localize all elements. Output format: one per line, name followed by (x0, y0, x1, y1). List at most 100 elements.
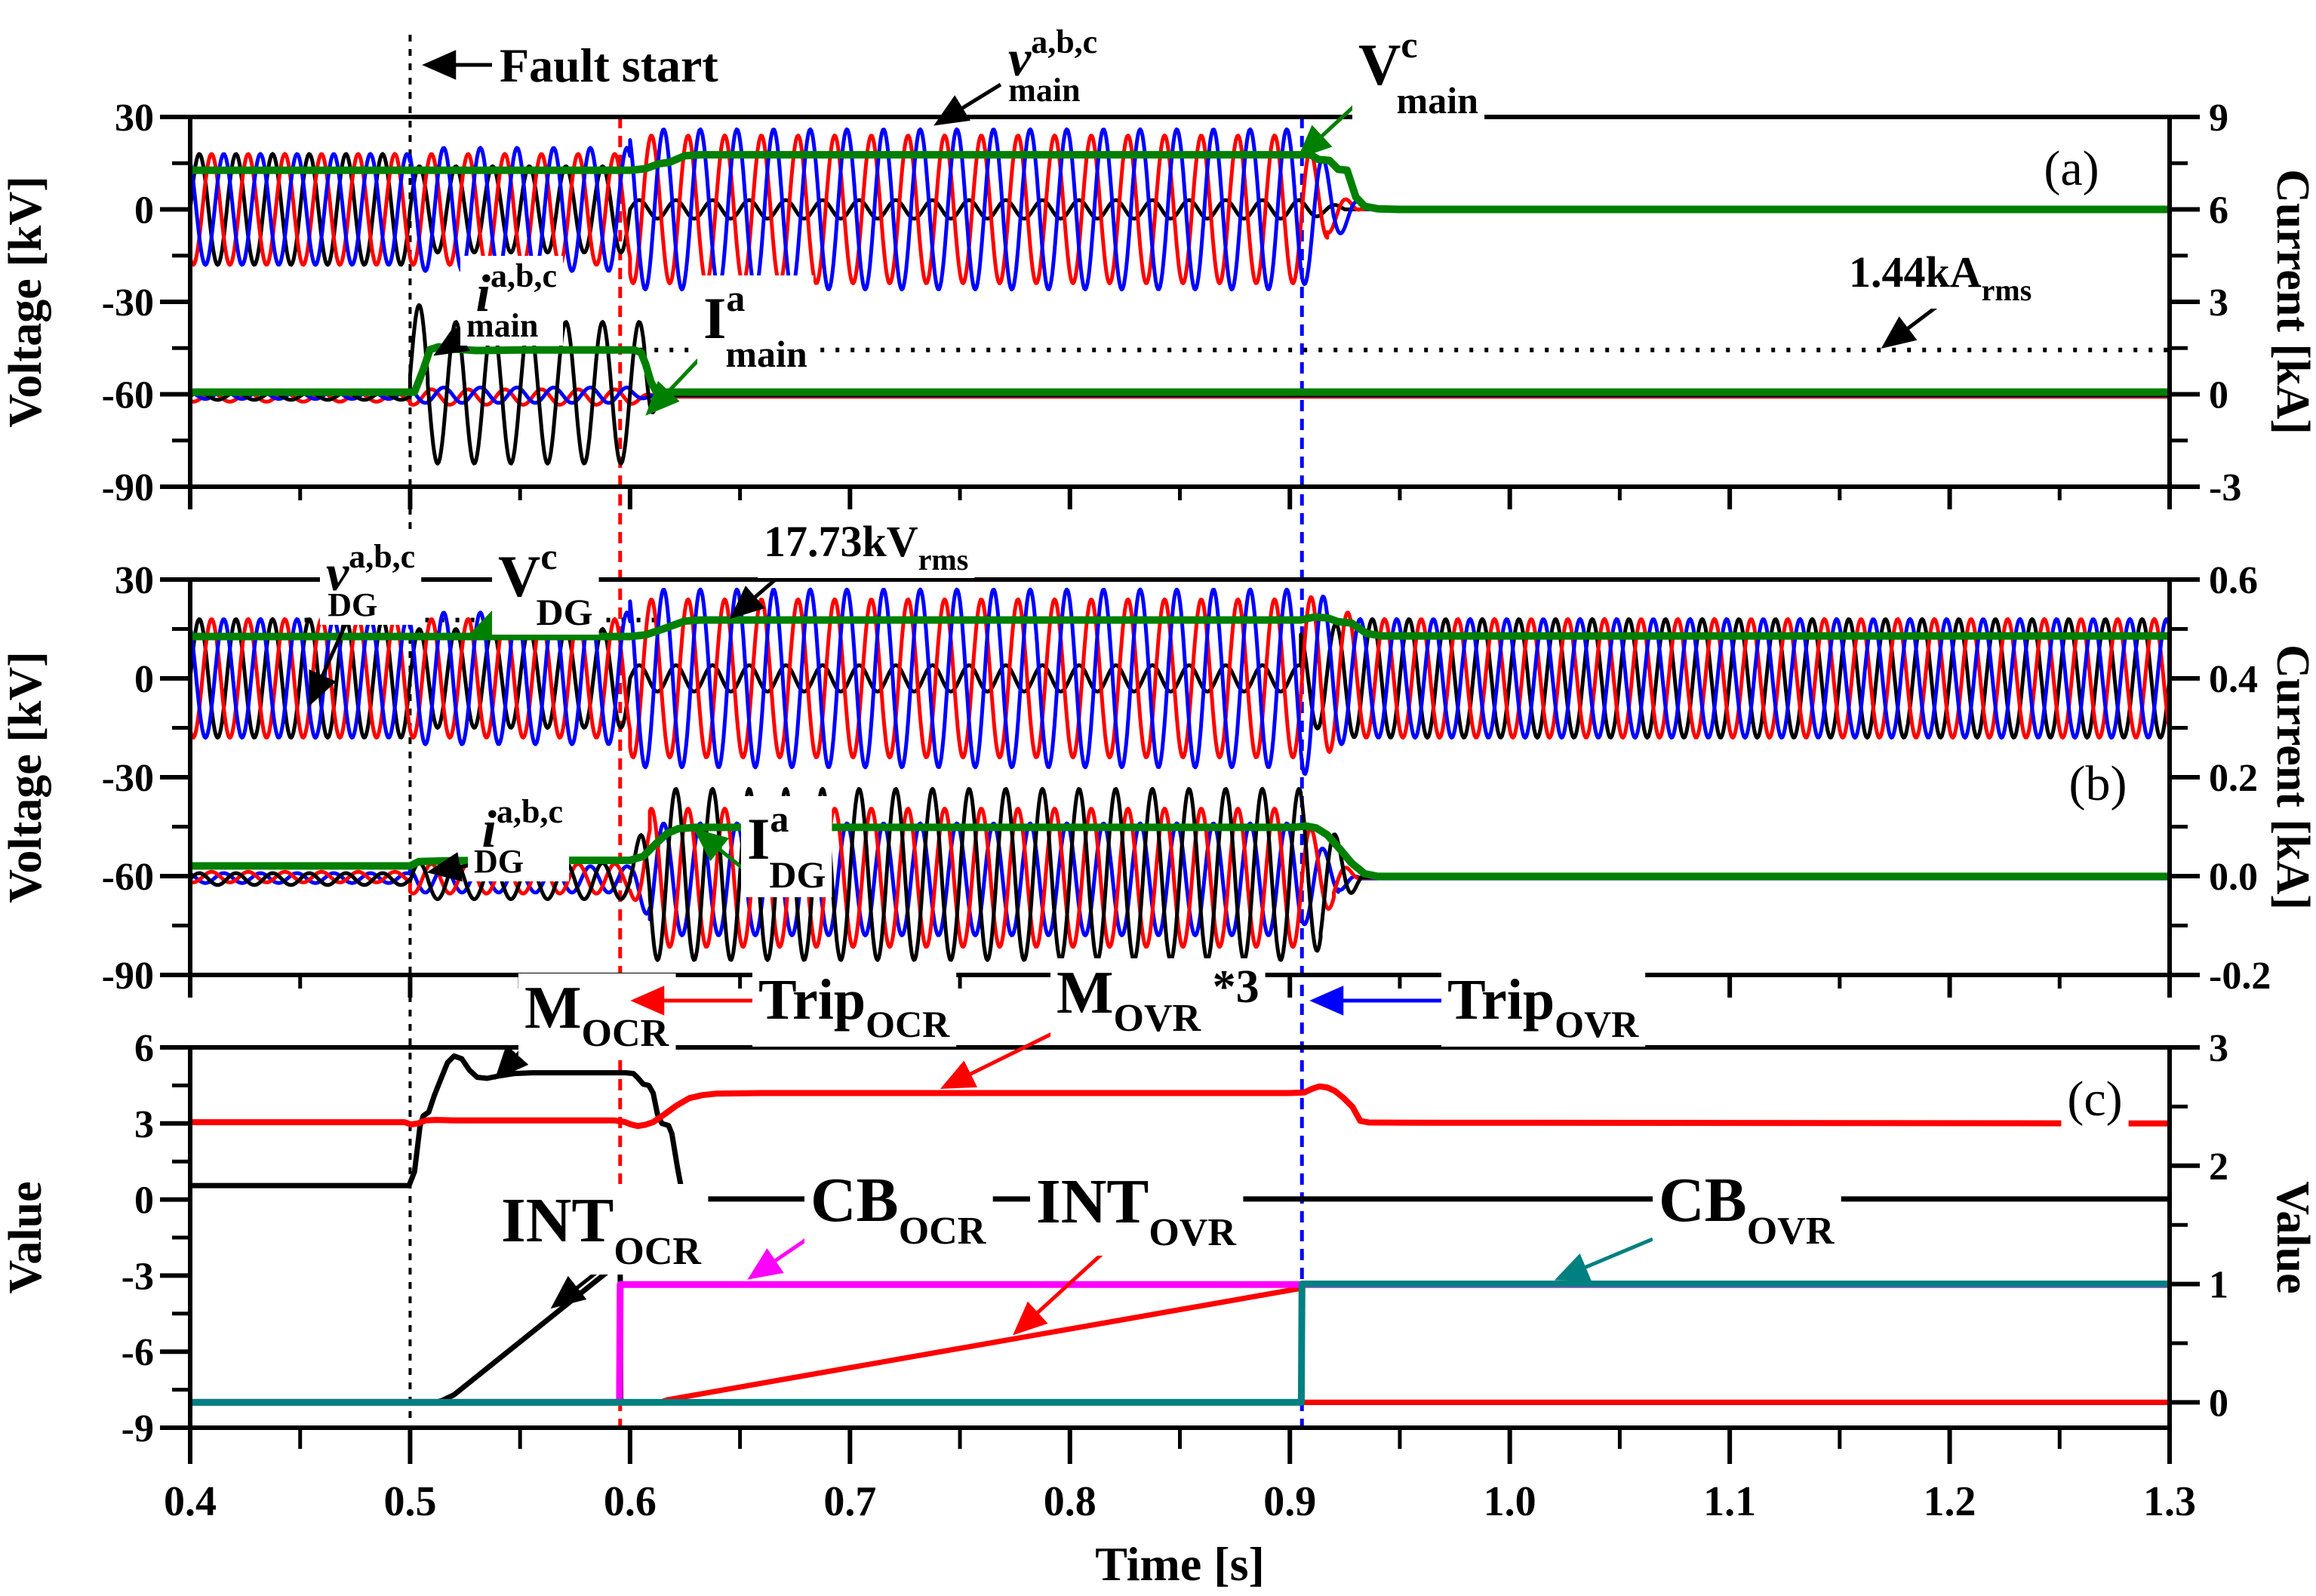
x-tick-label: 1.0 (1484, 1478, 1536, 1525)
int-ocr-label: INTOCR (495, 1184, 709, 1309)
v-dg-label: va,b,c DG (309, 537, 422, 707)
right-tick-label: 2 (2209, 1145, 2228, 1189)
cb-ovr-label: CBOVR (1554, 1164, 1841, 1281)
ref-1.44kA-label: 1.44kArms (1843, 246, 2038, 349)
v-main-label-arrow (933, 82, 1002, 126)
left-axis-title-b: Voltage [kV] (0, 651, 51, 903)
v-main-label-box (1002, 22, 1104, 110)
right-tick-label: -3 (2209, 466, 2241, 509)
v-main-label-text: va,b,c main (1008, 23, 1097, 109)
right-tick-label: 0.4 (2209, 658, 2258, 701)
series-m-ovr-x3 (190, 1083, 2170, 1130)
ref-1.44kA-label-box (1843, 246, 2038, 309)
series-I-main-a-rms (190, 343, 2170, 396)
right-tick-label: 0 (2209, 374, 2228, 417)
series-v-dg-a (190, 617, 2170, 740)
I-main-a-label-text: Ia main (703, 277, 807, 375)
I-dg-a-label-text: Ia DG (747, 798, 826, 896)
panel-b-tag: (b) (2062, 755, 2133, 813)
m-ovr-label: MOVR *3 (940, 958, 1266, 1089)
right-axis-title-c: Value (2267, 1181, 2316, 1293)
right-tick-label: 0.0 (2209, 856, 2258, 899)
panel-c-tag-text: (c) (2067, 1072, 2122, 1127)
panel-a-tag-text: (a) (2044, 141, 2099, 196)
ref-17.73kV-label-box (758, 515, 975, 578)
annotations: Fault start va,b,c main Vc main (a)1.44kArms i… (309, 22, 2133, 1336)
I-dg-a-label-box (741, 796, 832, 897)
left-tick-label: -30 (102, 757, 154, 800)
x-axis-title: Time [s] (1095, 1537, 1265, 1591)
left-tick-label: -6 (121, 1331, 154, 1374)
m-ovr-label-text: MOVR *3 (1057, 960, 1259, 1040)
left-tick-label: 0 (134, 189, 154, 232)
ref-17.73kV-label-text: 17.73kVrms (764, 517, 968, 577)
int-ocr-label-box (495, 1184, 709, 1275)
left-tick-label: -90 (102, 955, 154, 998)
x-tick-label: 0.8 (1044, 1478, 1096, 1525)
cb-ocr-label-text: CBOCR (810, 1165, 987, 1253)
trip-ovr-label-box (1441, 967, 1646, 1047)
right-axis-title-a: Current [kA] (2267, 169, 2316, 435)
trip-ocr-label-box (752, 967, 957, 1047)
left-tick-label: 0 (134, 1179, 154, 1222)
m-ovr-label-box (1050, 958, 1266, 1041)
fault-start-label-text: Fault start (500, 38, 718, 92)
int-ovr-label-text: INTOVR (1036, 1167, 1237, 1254)
left-tick-label: 3 (134, 1103, 154, 1146)
right-tick-label: 0 (2209, 1382, 2228, 1425)
left-axis-title-c: Value (0, 1181, 51, 1293)
right-axis-title-b: Current [kA] (2267, 644, 2316, 910)
panel-b-tag-box (2062, 755, 2133, 813)
x-tick-label: 0.5 (383, 1478, 436, 1525)
trip-ocr-label: TripOCR (630, 967, 957, 1047)
fault-start-label: Fault start (422, 38, 718, 92)
left-tick-label: 30 (115, 559, 154, 602)
v-dg-label-box (320, 537, 422, 625)
left-tick-label: -60 (102, 374, 154, 417)
v-main-label: va,b,c main (933, 22, 1104, 126)
x-tick-label: 1.3 (2143, 1478, 2196, 1525)
left-tick-label: -90 (102, 466, 154, 509)
series-cb-ovr (190, 1281, 2170, 1406)
cb-ocr-label: CBOCR (747, 1164, 993, 1280)
V-main-c-label: Vc main (1297, 22, 1485, 159)
ref-17.73kV-label: 17.73kVrms (729, 515, 975, 620)
right-tick-label: 6 (2209, 189, 2228, 232)
x-tick-label: 1.2 (1924, 1478, 1976, 1525)
m-ocr-label-text: MOCR (524, 975, 670, 1055)
event-markers (408, 35, 1304, 1428)
x-tick-label: 0.6 (604, 1478, 657, 1525)
V-dg-c-label-box (492, 534, 599, 635)
V-main-c-label-box (1352, 22, 1485, 123)
x-tick-label: 1.1 (1703, 1478, 1756, 1525)
left-tick-label: -9 (121, 1407, 154, 1450)
ref-1.44kA-label-text: 1.44kArms (1849, 248, 2031, 307)
i-main-label-box (460, 256, 563, 346)
m-ovr-label-arrow (940, 1026, 1066, 1089)
left-axis-title-a: Voltage [kV] (0, 176, 51, 428)
right-tick-label: 9 (2209, 97, 2228, 140)
i-main-label-text: ia,b,c main (466, 257, 557, 344)
left-tick-label: 6 (134, 1027, 154, 1070)
cb-ocr-label-box (804, 1164, 993, 1254)
right-tick-label: 0.2 (2209, 757, 2258, 800)
x-tick-label: 0.4 (164, 1478, 217, 1525)
trip-ovr-label-text: TripOVR (1447, 968, 1639, 1045)
v-dg-label-text: va,b,c DG (326, 538, 415, 623)
panel-a-series (190, 127, 2170, 466)
series-V-dg-c-rms (190, 613, 2170, 641)
left-tick-label: 0 (134, 658, 154, 701)
x-tick-label: 0.7 (823, 1478, 876, 1525)
V-dg-c-label: Vc DG (469, 534, 599, 635)
panel-a-tag-box (2038, 140, 2105, 198)
int-ovr-label: INTOVR (1013, 1165, 1244, 1336)
right-tick-label: 3 (2209, 1027, 2228, 1070)
panel-b-tag-text: (b) (2069, 756, 2127, 811)
I-main-a-label-box (697, 275, 814, 377)
right-tick-label: -0.2 (2209, 955, 2271, 998)
right-tick-label: 3 (2209, 281, 2228, 324)
series-v-dg-b (190, 595, 2170, 760)
I-main-a-label: Ia main (645, 275, 814, 416)
